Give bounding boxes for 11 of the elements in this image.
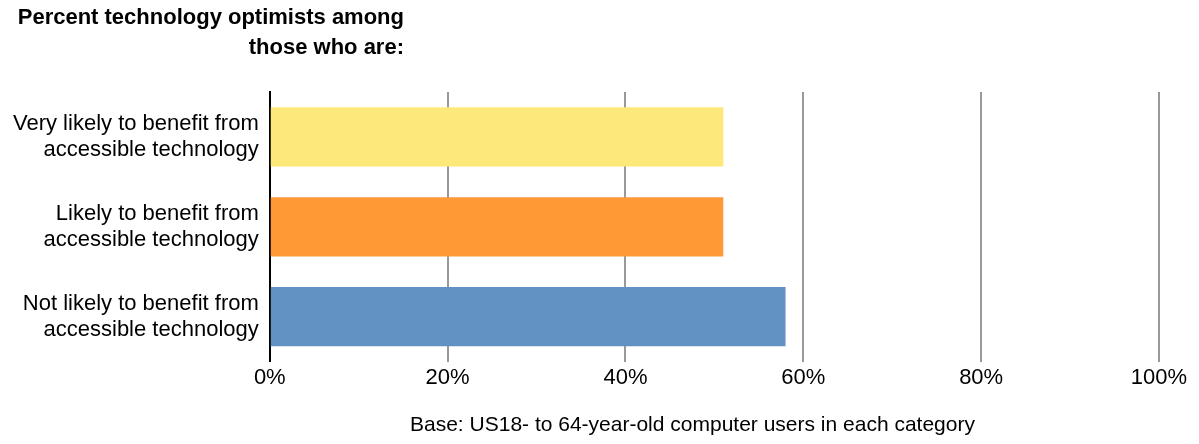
x-tick-label: 100% [1130,363,1188,389]
y-tick-label: Not likely to benefit from accessible technology [22,289,259,341]
x-tick-label: 20% [425,363,470,389]
x-tick-label: 40% [603,363,648,389]
y-tick-label: Very likely to benefit from accessible technology [12,109,259,162]
chart-title: Percent technology optimists among those who are: [16,3,404,61]
x-tick-label: 60% [781,363,826,389]
x-tick-label: 80% [959,363,1004,389]
text: Base: US18- to 64-year-old computer users in each category [410,412,975,436]
y-tick-label: Likely to benefit from accessible technology [43,199,259,252]
x-tick-label: 0% [253,363,286,389]
